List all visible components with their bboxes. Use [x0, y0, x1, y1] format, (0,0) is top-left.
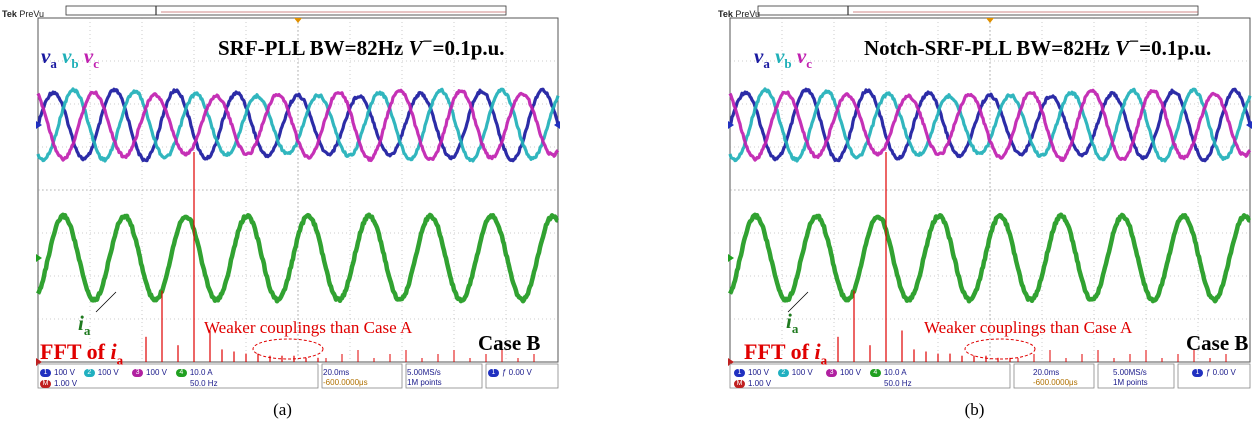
record-length-a: 1M points: [407, 378, 442, 387]
current-label-pointer: [95, 291, 117, 313]
current-label-pointer: [787, 291, 809, 313]
trigger-pos-b: -600.0000μs: [1033, 378, 1078, 387]
status-box-acq: [405, 363, 483, 389]
annotation-ellipse: [252, 338, 324, 360]
status-bar-b: 1 100 V 2 100 V 3 100 V 4 10.0 A: [734, 368, 907, 377]
case-label-b: Case B: [1186, 331, 1249, 355]
caption-a: (a): [273, 400, 292, 419]
current-label-b: ia: [786, 309, 799, 337]
fft-label-b: FFT of ia: [744, 339, 828, 368]
annotation-ellipse: [964, 338, 1036, 360]
status-box-trigger: [1177, 363, 1251, 389]
scope-brand: Tek PreVu: [2, 9, 45, 19]
channel-marker: [36, 121, 42, 129]
channel-marker: [728, 121, 734, 129]
status-box-timebase: [1013, 363, 1095, 389]
case-label-a: Case B: [478, 331, 541, 355]
status-box-acq: [1097, 363, 1175, 389]
channel-marker: [728, 254, 734, 262]
voltage-labels-a: va vb vc: [41, 44, 99, 72]
status-box-timebase: [321, 363, 403, 389]
status-box-channels: [729, 363, 1011, 389]
trigger-marker: [986, 18, 994, 23]
fft-label-a: FFT of ia: [40, 339, 124, 368]
status-bar-math-b: M 1.00 V 50.0 Hz: [734, 379, 912, 388]
scope-screen-a: [36, 0, 560, 390]
channel-marker-right: [554, 121, 560, 129]
status-box-channels: [37, 363, 319, 389]
annotation-b: Weaker couplings than Case A: [924, 318, 1133, 337]
panel-b: Tek PreVu Notch-SRF-PLL BW=82Hz V−=0.1p.…: [692, 0, 1257, 426]
chart-title-a: SRF-PLL BW=82Hz V−=0.1p.u.: [218, 31, 505, 60]
record-bar: [757, 5, 1199, 16]
trace-ia: [36, 212, 560, 304]
oscilloscope-plot-b: [728, 5, 1252, 389]
caption-b: (b): [964, 400, 985, 419]
trace-vc: [36, 88, 560, 163]
trace-ia: [728, 212, 1252, 304]
current-label-a: ia: [78, 311, 91, 339]
channel-marker: [728, 358, 734, 366]
voltage-labels-b: va vb vc: [754, 44, 812, 72]
annotation-a: Weaker couplings than Case A: [204, 318, 413, 337]
status-box-trigger: [485, 363, 559, 389]
chart-title-b: Notch-SRF-PLL BW=82Hz V−=0.1p.u.: [864, 31, 1212, 60]
trigger-marker: [294, 18, 302, 23]
sample-rate-b: 5.00MS/s: [1113, 368, 1147, 377]
oscilloscope-plot-a: [36, 5, 560, 389]
scope-brand: Tek PreVu: [718, 9, 761, 19]
record-bar: [65, 5, 507, 16]
record-length-b: 1M points: [1113, 378, 1148, 387]
sample-rate-a: 5.00MS/s: [407, 368, 441, 377]
trigger-pos-a: -600.0000μs: [323, 378, 368, 387]
channel-marker-right: [1246, 121, 1252, 129]
panel-a: Tek PreVu SRF-PLL BW=82Hz V−=0.1p.u. va …: [0, 0, 565, 426]
scope-screen-b: [728, 0, 1252, 390]
status-bar-math-a: M 1.00 V 50.0 Hz: [40, 379, 218, 388]
channel-marker: [36, 358, 42, 366]
status-bar-a: 1 100 V 2 100 V 3 100 V 4 10.0 A: [40, 368, 213, 377]
timebase-a: 20.0ms: [323, 368, 350, 377]
timebase-b: 20.0ms: [1033, 368, 1060, 377]
channel-marker: [36, 254, 42, 262]
trace-vc: [728, 88, 1252, 163]
